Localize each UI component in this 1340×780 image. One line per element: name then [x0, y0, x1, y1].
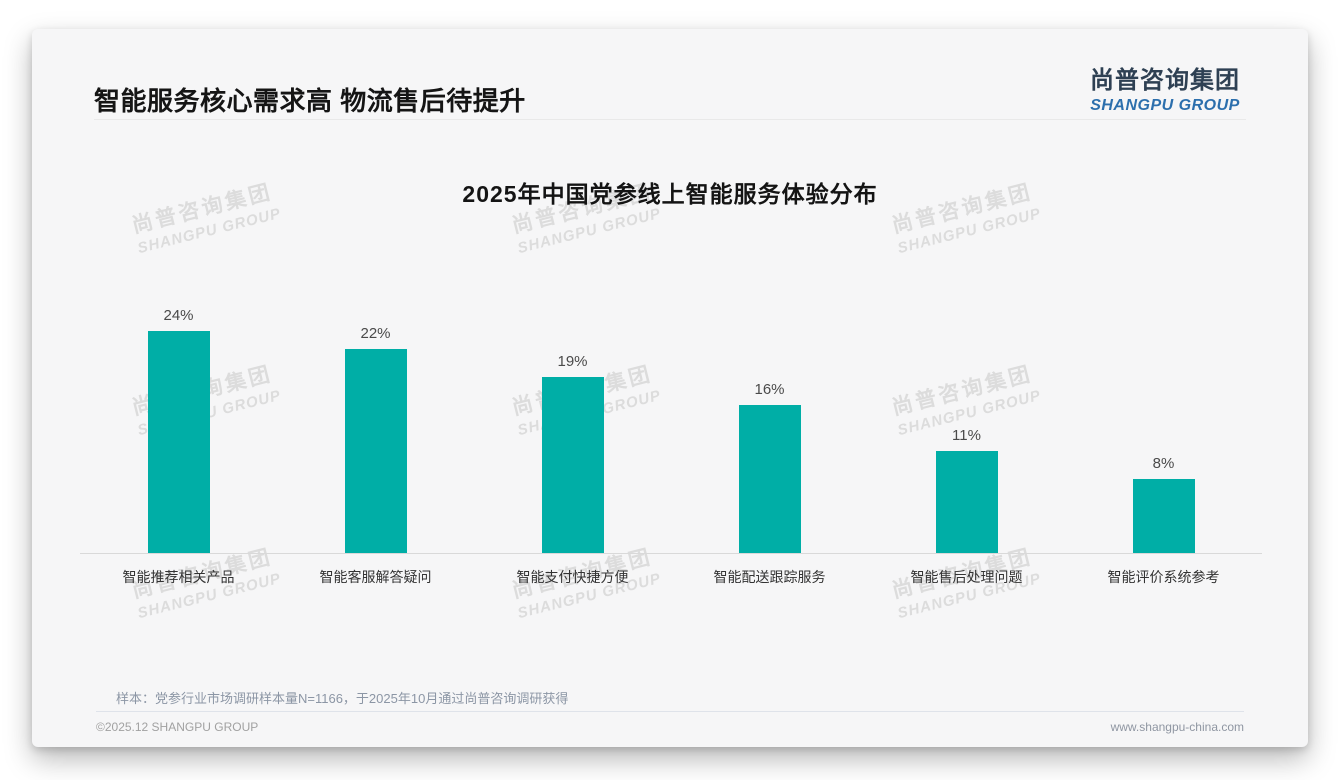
bar [344, 349, 407, 553]
bar [935, 451, 998, 553]
bar-value-label: 11% [952, 427, 981, 444]
footer-divider [96, 711, 1244, 712]
report-slide: 尚普咨询集团 SHANGPU GROUP 尚普咨询集团 SHANGPU GROUP 尚普… [32, 29, 1308, 747]
x-axis-label: 智能评价系统参考 [1107, 569, 1220, 585]
bar-column-5: 11% [868, 305, 1065, 553]
header-divider [94, 119, 1246, 120]
bar [738, 405, 801, 553]
website-url: www.shangpu-china.com [1110, 720, 1244, 734]
x-axis-label: 智能售后处理问题 [910, 569, 1023, 585]
bar-column-3: 19% [474, 305, 671, 553]
brand-logo-en: SHANGPU GROUP [1090, 97, 1240, 114]
bar-value-label: 22% [360, 325, 391, 342]
brand-logo: 尚普咨询集团 SHANGPU GROUP [1090, 60, 1240, 115]
copyright-text: ©2025.12 SHANGPU GROUP [96, 720, 259, 734]
bar-column-2: 22% [277, 305, 474, 553]
bar-value-label: 19% [557, 353, 588, 370]
x-axis-label: 智能推荐相关产品 [122, 569, 235, 585]
x-axis-labels: 智能推荐相关产品 智能客服解答疑问 智能支付快捷方便 智能配送跟踪服务 智能售后处理问题… [80, 567, 1262, 587]
bar-value-label: 24% [163, 307, 194, 324]
bar-column-4: 16% [671, 305, 868, 553]
x-axis-label: 智能支付快捷方便 [516, 569, 629, 585]
bar-column-1: 24% [80, 305, 277, 553]
brand-logo-cn: 尚普咨询集团 [1090, 67, 1240, 94]
chart-title: 2025年中国党参线上智能服务体验分布 [462, 181, 878, 207]
bar-column-6: 8% [1065, 305, 1262, 553]
bar [541, 377, 604, 553]
page-title: 智能服务核心需求高 物流售后待提升 [94, 86, 526, 116]
bar-value-label: 16% [754, 381, 785, 398]
bar [147, 331, 210, 553]
bar-chart: 24% 22% 19% 16% 11% 8% [80, 305, 1262, 553]
sample-note: 样本：党参行业市场调研样本量N=1166，于2025年10月通过尚普咨询调研获得 [116, 691, 569, 706]
x-axis-label: 智能配送跟踪服务 [713, 569, 826, 585]
bar-value-label: 8% [1152, 455, 1175, 472]
footer: ©2025.12 SHANGPU GROUP www.shangpu-china… [96, 720, 1244, 734]
slide-content: 智能服务核心需求高 物流售后待提升 尚普咨询集团 SHANGPU GROUP 2… [32, 29, 1308, 747]
x-axis-line [80, 553, 1262, 554]
bar [1132, 479, 1195, 553]
x-axis-label: 智能客服解答疑问 [319, 569, 432, 585]
